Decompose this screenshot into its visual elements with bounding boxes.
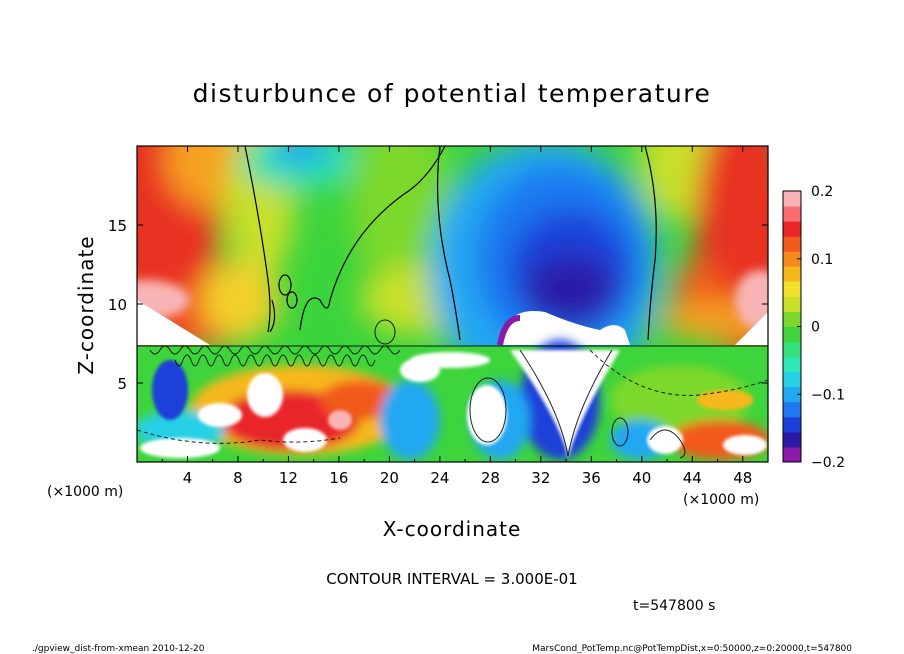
colorbar-swatch — [783, 416, 801, 433]
x-tick-label: 16 — [329, 469, 348, 487]
colorbar-swatch — [783, 341, 801, 358]
z-unit-label: (×1000 m) — [47, 484, 123, 500]
x-tick-label: 44 — [683, 469, 702, 487]
colorbar-swatch — [783, 311, 801, 327]
x-tick-label: 12 — [279, 469, 298, 487]
colorbar-tick-label: 0.2 — [811, 184, 833, 200]
x-tick-label: 48 — [733, 469, 752, 487]
x-tick-label: 8 — [233, 469, 243, 487]
colorbar-ticks: 0.2 0.1 0 −0.1 −0.2 — [797, 184, 845, 471]
colorbar-swatch — [783, 431, 801, 448]
x-tick-label: 20 — [380, 469, 399, 487]
x-tick-label: 36 — [582, 469, 601, 487]
colorbar-swatch — [783, 401, 801, 418]
colorbar-tick-label: 0 — [811, 320, 820, 336]
time-label: t=547800 s — [633, 598, 715, 614]
colorbar-swatch — [783, 236, 801, 252]
x-tick-label: 28 — [481, 469, 500, 487]
chart-title: disturbunce of potential temperature — [193, 79, 712, 108]
contour-interval-note: CONTOUR INTERVAL = 3.000E-01 — [326, 570, 577, 588]
heatmap-field — [137, 146, 768, 462]
colorbar-swatch — [783, 446, 801, 463]
colorbar-swatch — [783, 356, 801, 373]
colorbar-swatch — [783, 251, 801, 267]
colorbar-swatch — [783, 326, 801, 343]
z-tick-label: 5 — [117, 375, 127, 393]
footer-left: ./gpview_dist-from-xmean 2010-12-20 — [32, 644, 205, 654]
colorbar-swatch — [783, 281, 801, 297]
x-tick-label: 4 — [183, 469, 193, 487]
x-axis-title: X-coordinate — [383, 517, 522, 541]
colorbar — [783, 191, 801, 463]
colorbar-swatch — [783, 386, 801, 403]
colorbar-swatch — [783, 221, 801, 237]
z-tick-label: 10 — [108, 296, 127, 314]
colorbar-tick-label: 0.1 — [811, 252, 833, 268]
z-axis-title: Z-coordinate — [74, 235, 98, 374]
colorbar-swatch — [783, 371, 801, 388]
z-tick-label: 15 — [108, 217, 127, 235]
colorbar-swatch — [783, 206, 801, 222]
colorbar-swatch — [783, 266, 801, 282]
x-tick-label: 24 — [430, 469, 449, 487]
z-axis: 5 10 15 — [108, 217, 768, 393]
colorbar-tick-label: −0.2 — [811, 455, 845, 471]
footer-right: MarsCond_PotTemp.nc@PotTempDist,x=0:5000… — [532, 644, 852, 654]
x-tick-label: 40 — [632, 469, 651, 487]
colorbar-swatch — [783, 191, 801, 207]
x-tick-label: 32 — [531, 469, 550, 487]
colorbar-swatch — [783, 296, 801, 312]
colorbar-tick-label: −0.1 — [811, 387, 845, 403]
x-axis: 4 8 12 16 20 24 28 32 36 40 44 48 — [161, 146, 752, 487]
x-unit-label: (×1000 m) — [683, 492, 759, 508]
